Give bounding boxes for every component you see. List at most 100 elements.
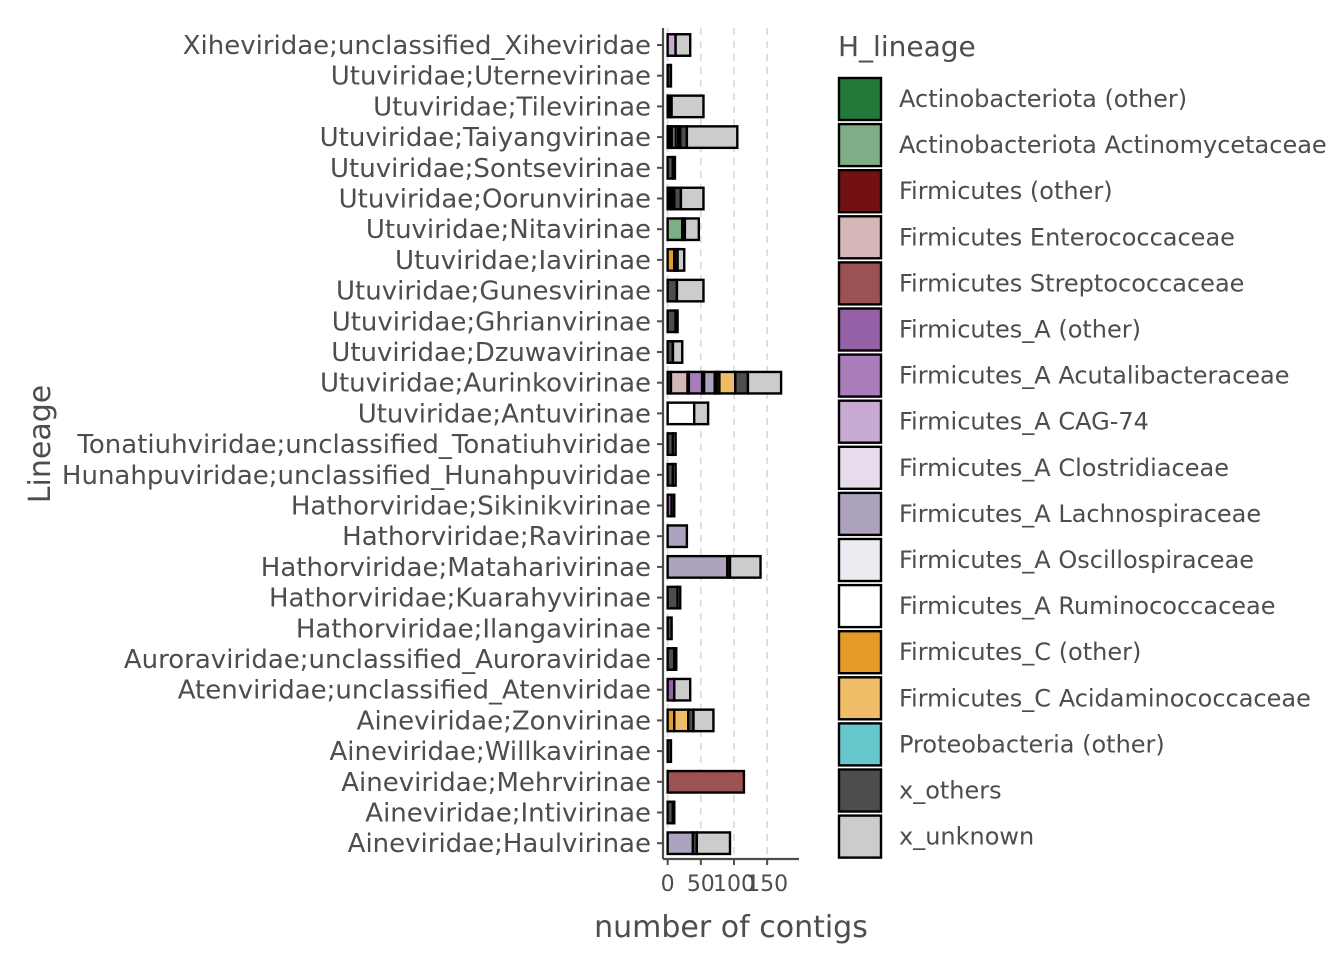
bar-segment: [666, 278, 679, 303]
legend: Actinobacteriota (other) Actinobacteriota…: [837, 76, 1327, 859]
y-tick-label: Hathorviridae;Kuarahyvirinae: [269, 584, 651, 614]
y-tick-label: Utuviridae;Sontsevirinae: [330, 154, 651, 184]
legend-key: [837, 722, 883, 767]
bar-segment: [676, 585, 682, 610]
legend-key: [837, 261, 883, 306]
y-tick-label: Utuviridae;Gunesvirinae: [336, 277, 651, 307]
bar-segment: [692, 401, 710, 426]
legend-label: Proteobacteria (other): [899, 730, 1165, 758]
y-tick-label: Auroraviridae;unclassified_Auroraviridae: [124, 645, 651, 675]
bars: [666, 33, 783, 856]
bar-segment: [673, 647, 678, 671]
legend-key: [837, 307, 883, 352]
y-tick-label: Utuviridae;Nitavirinae: [366, 215, 651, 245]
y-tick-label: Hathorviridae;Ravirinae: [342, 522, 651, 552]
y-tick-label: Xiheviridae;unclassified_Xiheviridae: [183, 31, 651, 61]
y-tick-label: Hathorviridae;Ilangavirinae: [296, 614, 651, 644]
bar-segment: [671, 800, 676, 825]
bar-segment: [666, 739, 673, 764]
legend-title: H_lineage: [838, 30, 976, 63]
y-tick-label: Utuviridae;Aurinkovirinae: [320, 369, 651, 399]
bar-segment: [673, 708, 690, 733]
x-axis-title: number of contigs: [594, 910, 868, 945]
y-tick-label: Aineviridae;Zonvirinae: [357, 706, 651, 736]
legend-label: x_unknown: [899, 823, 1034, 851]
legend-label: Firmicutes_A CAG-74: [899, 408, 1149, 436]
x-tick-label: 50: [687, 872, 715, 897]
legend-label: Firmicutes Enterococcaceae: [899, 223, 1235, 251]
legend-label: Firmicutes_C (other): [899, 638, 1141, 666]
bar-segment: [718, 370, 737, 395]
y-tick-label: Aineviridae;Mehrvirinae: [341, 768, 651, 798]
y-axis: Xiheviridae;unclassified_XiheviridaeUtuv…: [62, 28, 665, 859]
y-tick-label: Utuviridae;Uternevirinae: [331, 62, 651, 92]
y-tick-label: Aineviridae;Intivirinae: [365, 799, 651, 829]
x-tick-label: 150: [746, 872, 788, 897]
legend-key: [837, 215, 883, 260]
legend-label: Firmicutes_A Clostridiaceae: [899, 454, 1229, 482]
legend-key: [837, 768, 883, 813]
bar-segment: [671, 155, 677, 180]
bar-segment: [679, 186, 705, 211]
bar-segment: [683, 217, 701, 242]
legend-label: Firmicutes (other): [899, 177, 1113, 205]
bar-segment: [666, 401, 696, 426]
bar-segment: [687, 370, 704, 395]
bar-segment: [734, 370, 750, 395]
legend-key: [837, 399, 883, 444]
legend-key: [837, 630, 883, 675]
bar-segment: [674, 309, 679, 334]
legend-label: Firmicutes_A (other): [899, 316, 1141, 344]
legend-label: Actinobacteriota (other): [899, 85, 1187, 113]
bar-segment: [671, 462, 677, 487]
bar-segment: [669, 370, 689, 395]
bar-segment: [702, 370, 716, 395]
bar-segment: [670, 493, 676, 518]
legend-label: Firmicutes Streptococcaceae: [899, 269, 1244, 297]
y-tick-label: Utuviridae;Tilevirinae: [373, 92, 651, 122]
legend-label: Firmicutes_C Acidaminococcaceae: [899, 684, 1311, 712]
legend-label: Firmicutes_A Lachnospiraceae: [899, 500, 1261, 528]
bar-segment: [671, 340, 684, 364]
legend-key: [837, 445, 883, 490]
legend-label: Firmicutes_A Acutalibacteraceae: [899, 362, 1290, 390]
legend-label: x_others: [899, 777, 1002, 805]
y-tick-label: Utuviridae;Antuvirinae: [358, 399, 651, 429]
y-tick-label: Utuviridae;Taiyangvirinae: [320, 123, 651, 153]
y-tick-label: Hathorviridae;Mataharivirinae: [261, 553, 651, 583]
legend-key: [837, 76, 883, 122]
bar-segment: [673, 677, 692, 702]
bar-segment: [666, 769, 746, 794]
x-tick-label: 100: [713, 872, 755, 897]
y-tick-label: Aineviridae;Willkavirinae: [330, 737, 651, 767]
legend-label: Firmicutes_A Ruminococcaceae: [899, 592, 1276, 620]
bar-segment: [675, 278, 705, 303]
bar-segment: [666, 616, 673, 641]
bar-segment: [728, 554, 762, 579]
y-tick-label: Hunahpuviridae;unclassified_Hunahpuvirid…: [62, 461, 651, 491]
bar-segment: [666, 217, 684, 242]
legend-key: [837, 122, 883, 168]
legend-key: [837, 537, 883, 583]
legend-key: [837, 814, 883, 859]
y-tick-label: Hathorviridae;Sikinikvirinae: [291, 492, 651, 522]
y-tick-label: Utuviridae;Oorunvirinae: [339, 185, 651, 215]
legend-key: [837, 168, 883, 214]
bar-segment: [670, 94, 705, 119]
bar-segment: [676, 247, 686, 272]
grid-lines: [666, 28, 768, 859]
y-tick-label: Utuviridae;Dzuwavirinae: [331, 338, 651, 368]
x-tick-label: 0: [661, 872, 675, 897]
legend-key: [837, 353, 883, 398]
bar-segment: [666, 831, 695, 856]
y-tick-label: Utuviridae;Iavirinae: [395, 246, 651, 276]
bar-segment: [692, 708, 715, 733]
bar-segment: [666, 524, 689, 549]
legend-label: Firmicutes_A Oscillospiraceae: [899, 546, 1254, 574]
bar-segment: [666, 554, 729, 579]
legend-key: [837, 676, 883, 721]
y-tick-label: Tonatiuhviridae;unclassified_Tonatiuhvir…: [76, 430, 651, 460]
bar-segment: [666, 63, 673, 88]
bar-segment: [666, 585, 679, 610]
bar-segment: [685, 125, 739, 150]
